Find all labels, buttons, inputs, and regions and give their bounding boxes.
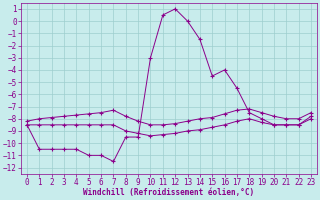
X-axis label: Windchill (Refroidissement éolien,°C): Windchill (Refroidissement éolien,°C) — [84, 188, 255, 197]
